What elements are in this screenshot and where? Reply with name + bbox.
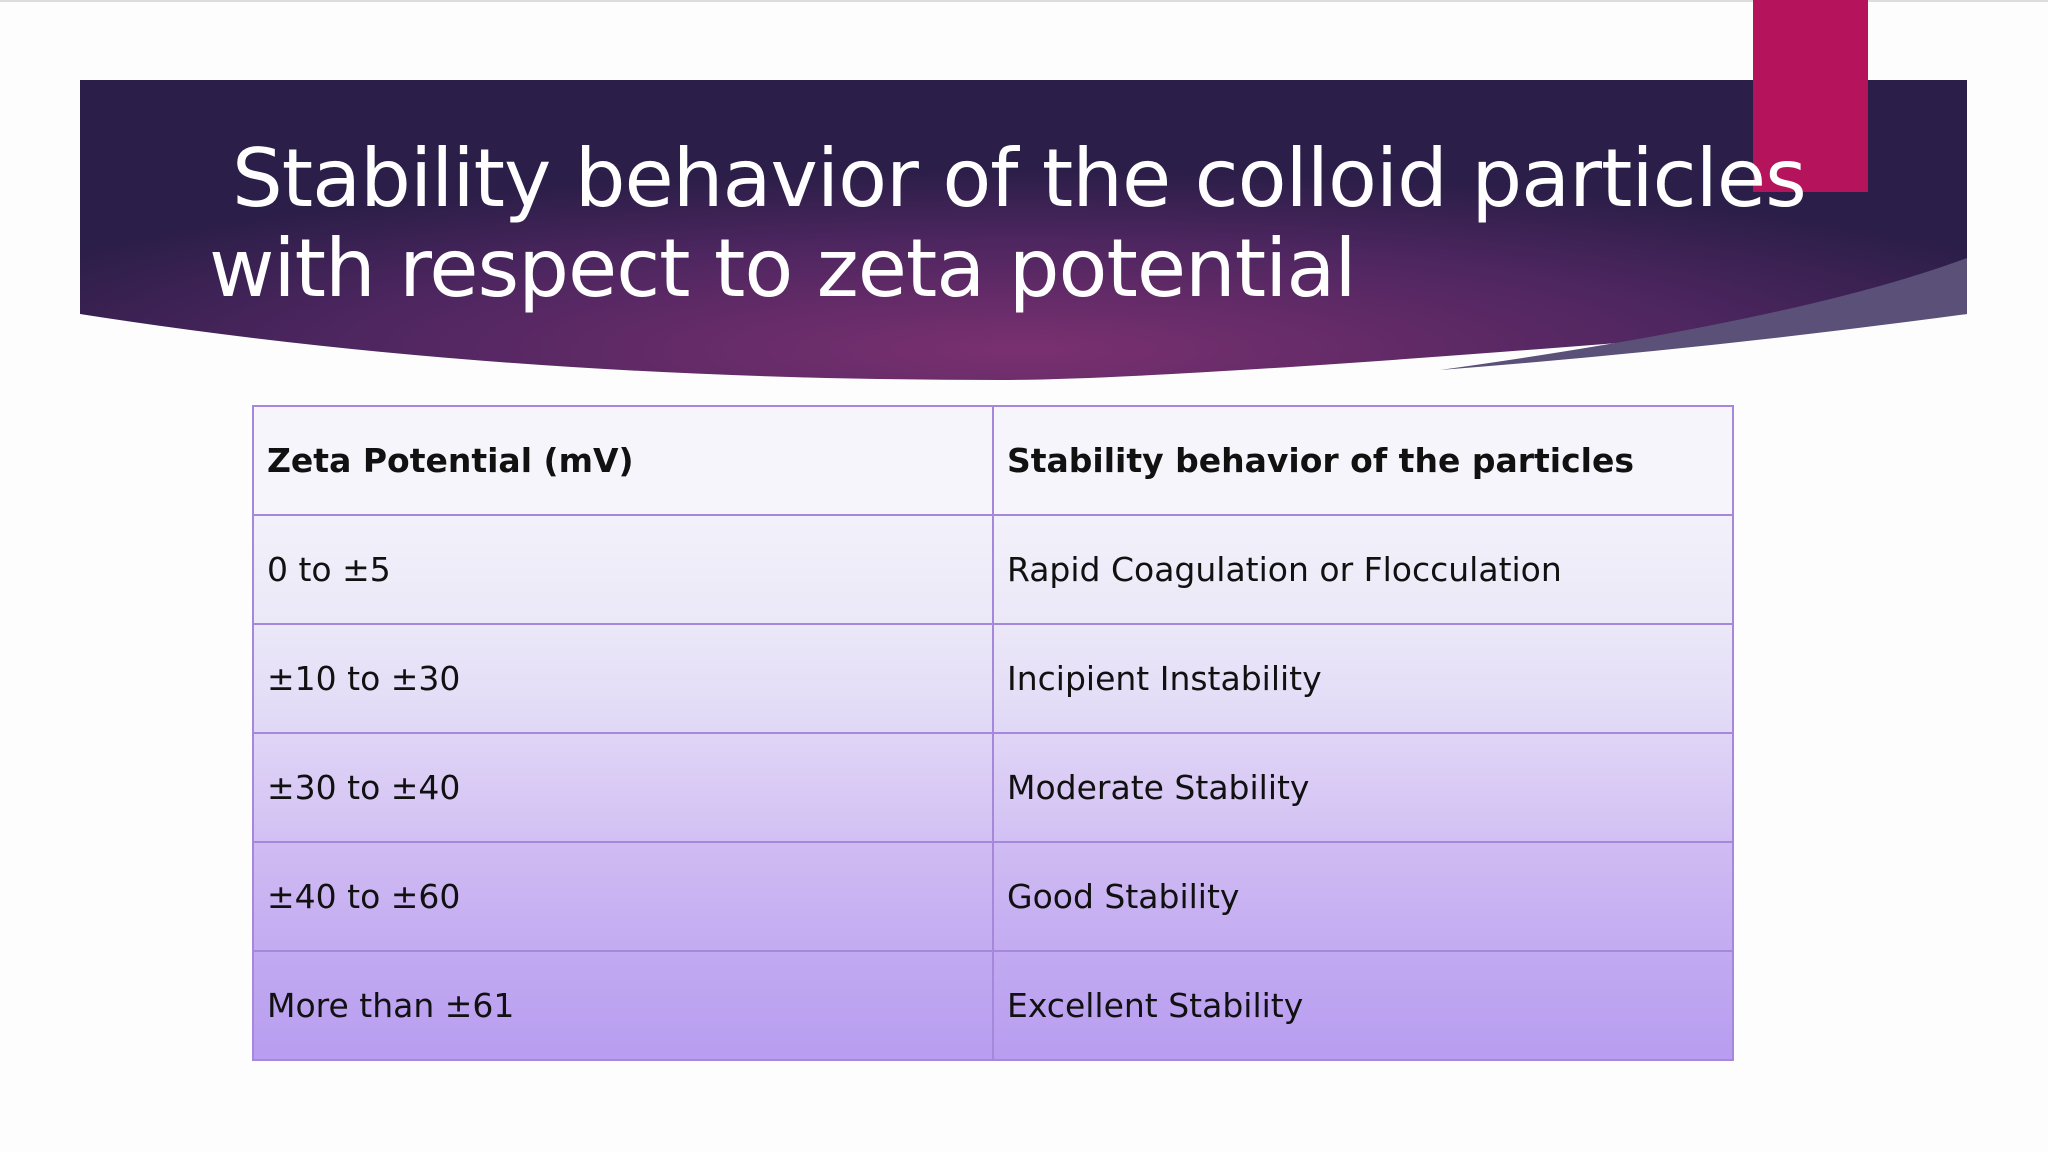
table-cell: More than ±61 [252, 950, 994, 1061]
pink-tab [1753, 0, 1868, 192]
table-cell: ±40 to ±60 [252, 841, 994, 952]
header-cell: Zeta Potential (mV) [252, 405, 994, 516]
title-line: Stability behavior of the colloid partic… [232, 132, 1807, 225]
table-row: 0 to ±5 Rapid Coagulation or Flocculation [252, 514, 1734, 625]
table-cell: ±30 to ±40 [252, 732, 994, 843]
zeta-table: Zeta Potential (mV) Stability behavior o… [252, 405, 1734, 1061]
table-cell: ±10 to ±30 [252, 623, 994, 734]
table-cell: Good Stability [992, 841, 1734, 952]
table-row: ±40 to ±60 Good Stability [252, 841, 1734, 952]
table-cell: Moderate Stability [992, 732, 1734, 843]
header-cell: Stability behavior of the particles [992, 405, 1734, 516]
title-line: with respect to zeta potential [209, 222, 1357, 315]
table-cell: Incipient Instability [992, 623, 1734, 734]
table-cell: 0 to ±5 [252, 514, 994, 625]
table-row: ±10 to ±30 Incipient Instability [252, 623, 1734, 734]
banner-shape [80, 80, 1967, 380]
table-cell: Excellent Stability [992, 950, 1734, 1061]
table-header: Zeta Potential (mV) Stability behavior o… [252, 405, 1734, 516]
table-cell: Rapid Coagulation or Flocculation [992, 514, 1734, 625]
table-row: More than ±61 Excellent Stability [252, 950, 1734, 1061]
top-border [0, 0, 2048, 2]
banner-accent [1440, 258, 1967, 370]
table-row: ±30 to ±40 Moderate Stability [252, 732, 1734, 843]
title-banner [0, 0, 2048, 380]
